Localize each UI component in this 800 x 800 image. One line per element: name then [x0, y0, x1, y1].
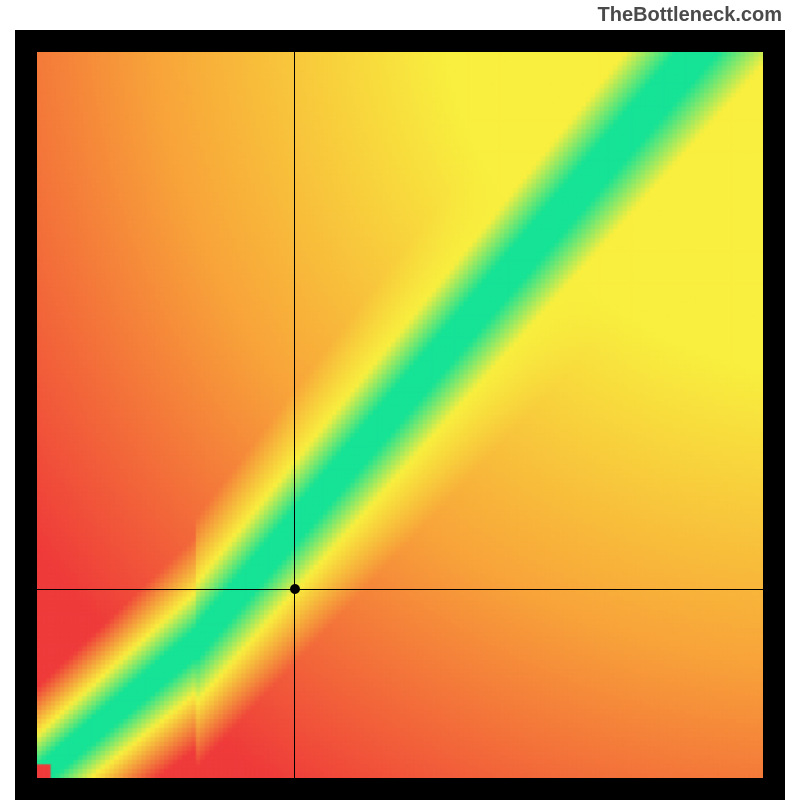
crosshair-marker	[290, 584, 300, 594]
crosshair-vertical	[294, 52, 295, 778]
plot-area	[37, 52, 763, 778]
chart-container: TheBottleneck.com	[0, 0, 800, 800]
heatmap-canvas	[37, 52, 763, 778]
attribution-label: TheBottleneck.com	[598, 4, 782, 27]
crosshair-horizontal	[37, 589, 763, 590]
